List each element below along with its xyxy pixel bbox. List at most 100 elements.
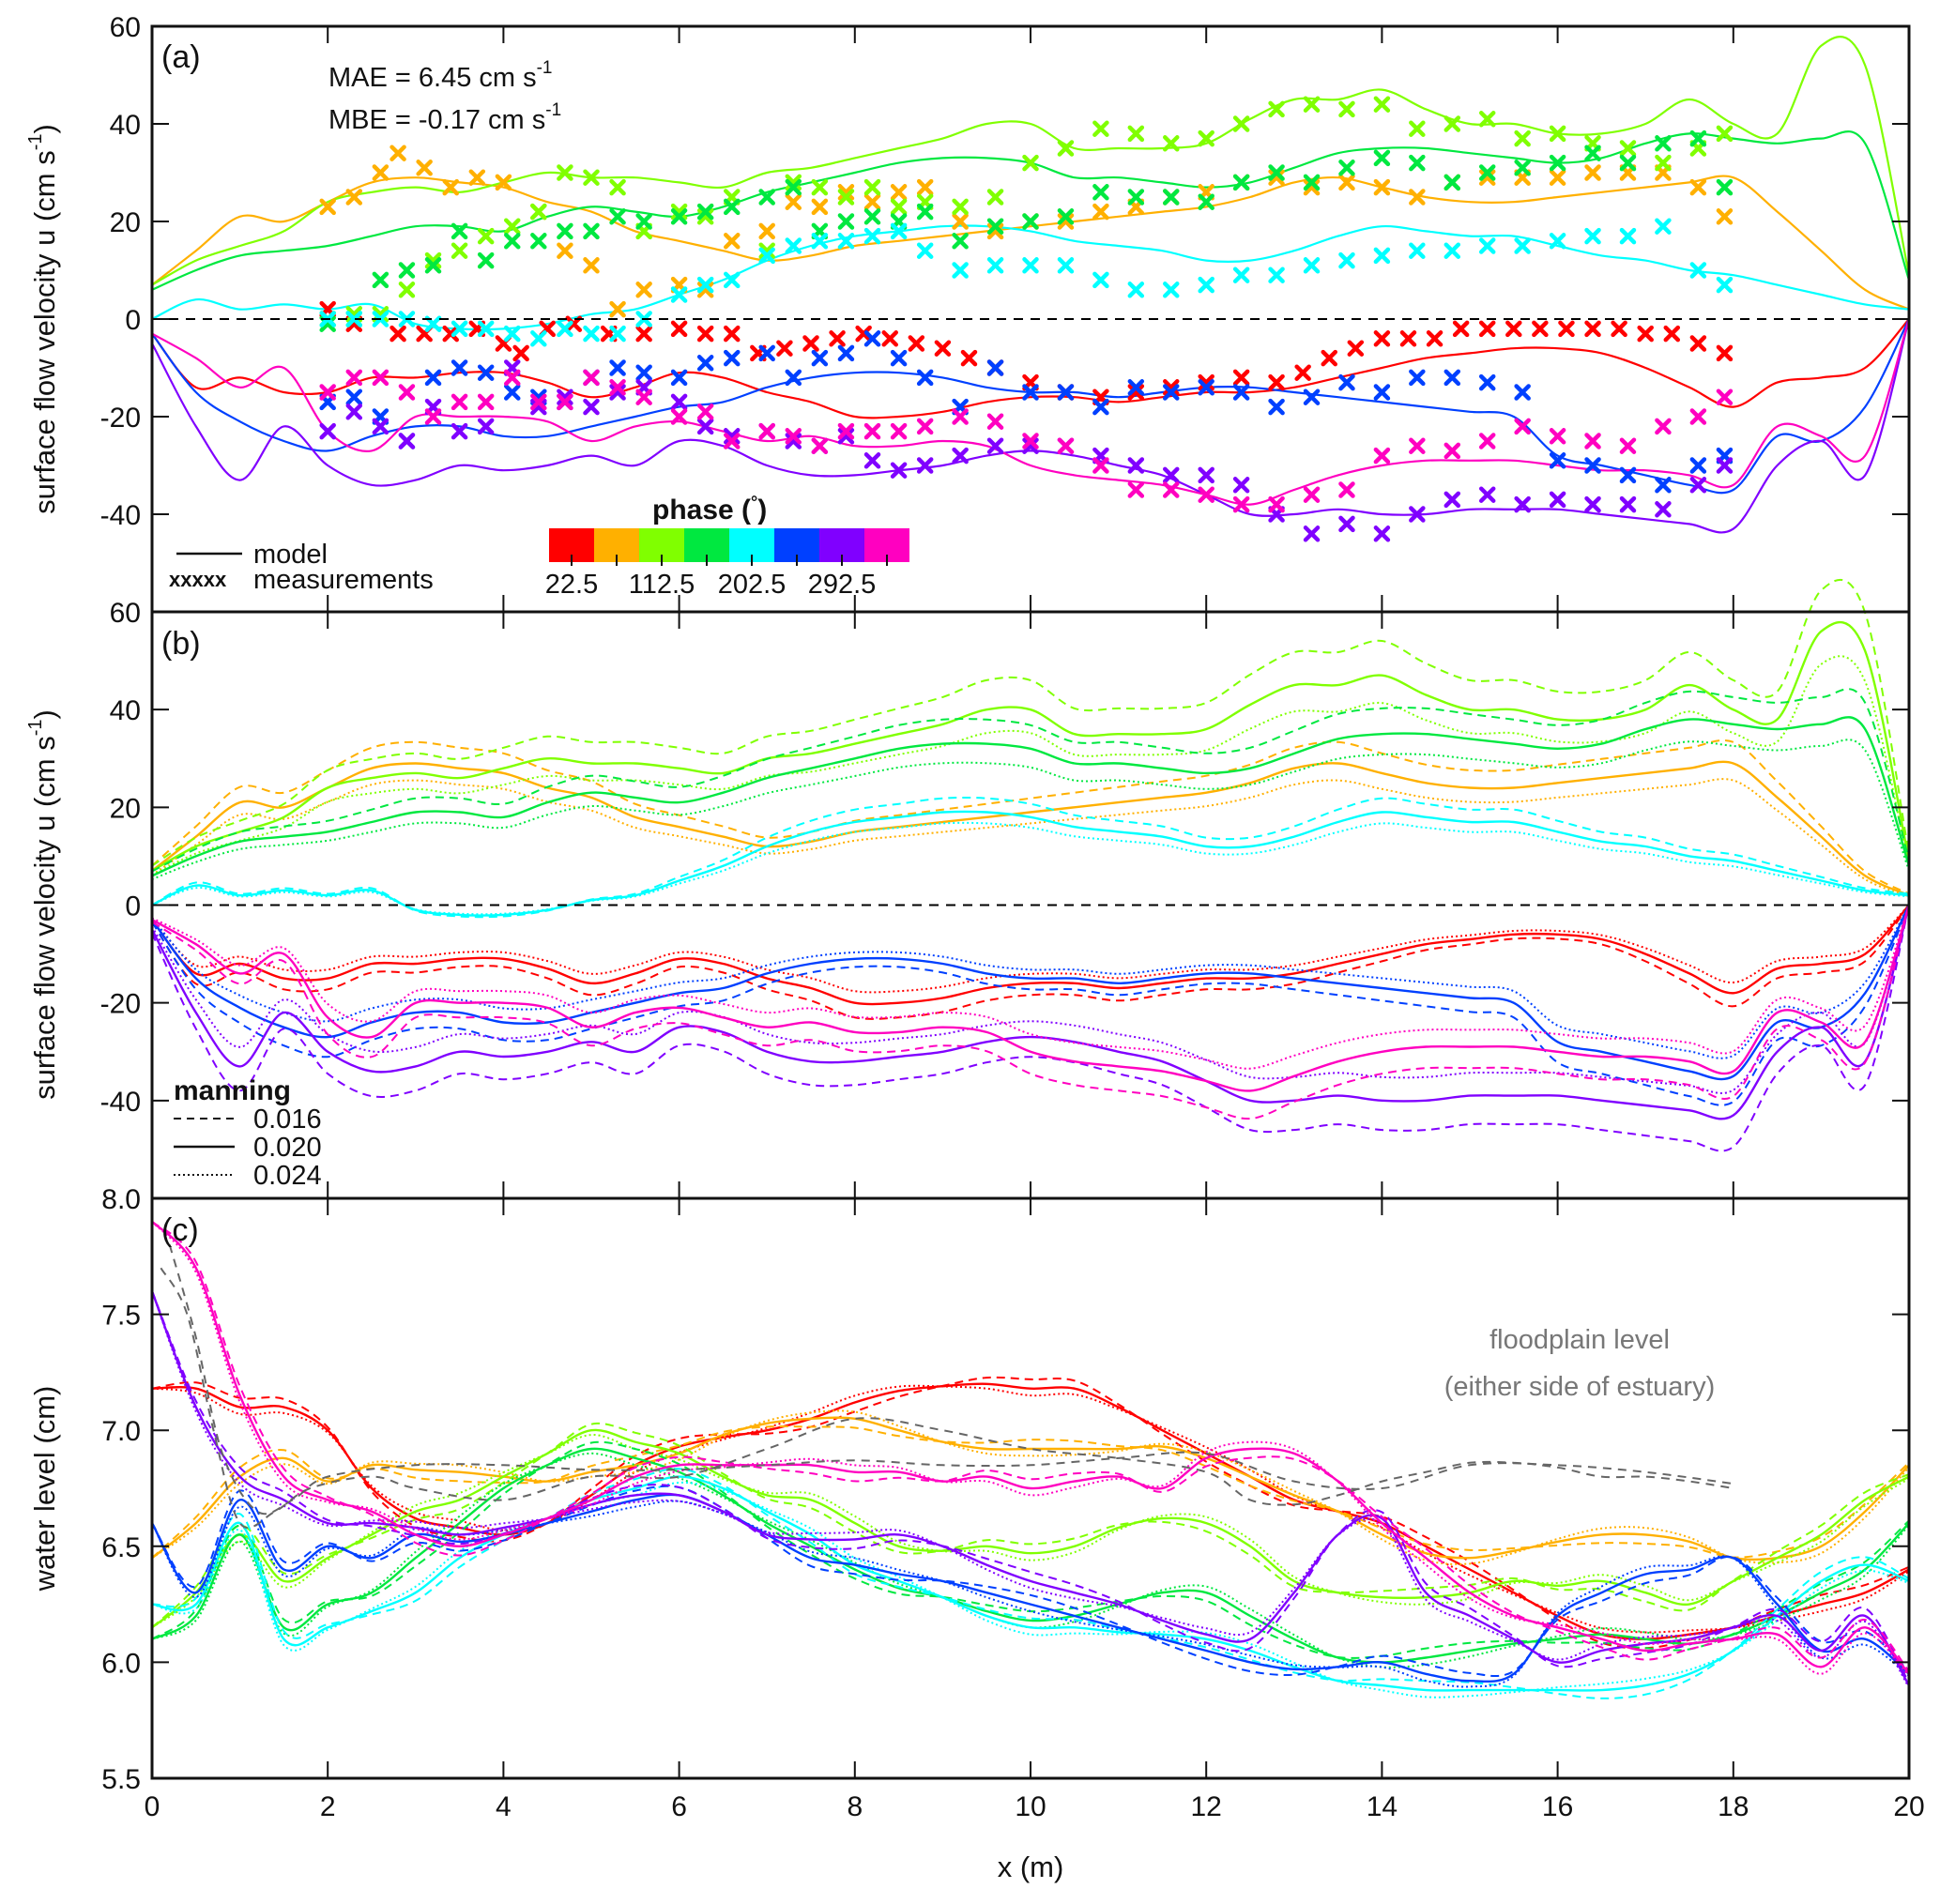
measurement-x-mark xyxy=(398,433,416,449)
measurement-x-mark xyxy=(1689,477,1707,494)
measurement-x-mark xyxy=(1716,457,1734,474)
measurement-point-phase-247.5 xyxy=(635,364,652,381)
x-tick-label: 20 xyxy=(1893,1791,1924,1822)
measurement-x-mark xyxy=(345,311,363,327)
measurement-point-phase-292.5 xyxy=(372,418,390,435)
measurement-x-mark xyxy=(504,369,521,387)
measurement-point-phase-337.5 xyxy=(1198,486,1214,503)
measurement-point-phase-67.5 xyxy=(1584,164,1601,181)
measurement-point-phase-157.5 xyxy=(785,178,802,196)
measurement-x-mark xyxy=(724,271,741,289)
measurement-point-phase-292.5 xyxy=(785,433,802,449)
measurement-point-phase-292.5 xyxy=(863,452,881,469)
measurement-x-mark xyxy=(1584,433,1601,449)
measurement-x-mark xyxy=(1444,242,1461,259)
panel-b-ylabel-sup: -1 xyxy=(25,719,46,736)
measurement-x-mark xyxy=(952,447,969,465)
measurement-x-mark xyxy=(696,276,714,294)
measurement-x-mark xyxy=(863,208,881,225)
measurement-point-phase-247.5 xyxy=(1478,373,1496,391)
measurement-x-mark xyxy=(1268,164,1285,181)
measurement-point-phase-112.5 xyxy=(1092,120,1109,137)
measurement-x-mark xyxy=(916,242,934,259)
manning-0.020-line-phase-157.5 xyxy=(151,716,1911,877)
measurement-x-mark xyxy=(1163,282,1180,298)
measurement-x-mark xyxy=(1057,208,1075,225)
measurement-x-mark xyxy=(1549,452,1566,469)
mae-sup: -1 xyxy=(537,58,553,78)
measurement-x-mark xyxy=(1373,149,1391,167)
measurement-x-mark xyxy=(1198,129,1214,147)
measurement-point-phase-202.5 xyxy=(1373,247,1391,265)
measurement-point-phase-157.5 xyxy=(952,233,969,250)
panel-c-water-level-lines xyxy=(150,1220,1911,1699)
measurement-point-phase-247.5 xyxy=(758,344,775,362)
measurement-point-phase-157.5 xyxy=(1549,154,1566,172)
panel-a-ylabel-sup: -1 xyxy=(25,133,46,150)
measurement-point-phase-112.5 xyxy=(863,178,881,196)
measurement-point-phase-22.5 xyxy=(855,325,872,343)
measurement-x-mark xyxy=(1505,320,1522,338)
colorbar-swatches xyxy=(549,528,909,566)
manning-0.016-line-phase-292.5 xyxy=(151,905,1910,1152)
measurement-point-phase-112.5 xyxy=(1716,125,1734,143)
measurement-point-phase-112.5 xyxy=(451,242,468,259)
water-level-0.016-phase-337.5 xyxy=(151,1220,1910,1672)
measurement-x-mark xyxy=(670,408,688,425)
measurement-point-phase-337.5 xyxy=(811,437,829,454)
measurement-x-mark xyxy=(1409,506,1426,523)
measurement-point-phase-157.5 xyxy=(1268,164,1285,181)
measurement-point-phase-112.5 xyxy=(696,208,714,225)
measurement-x-mark xyxy=(609,359,626,376)
measurement-x-mark xyxy=(1127,384,1145,401)
manning-0.016-line-phase-247.5 xyxy=(151,905,1910,1106)
measurement-point-phase-22.5 xyxy=(1637,325,1654,343)
measurement-point-phase-67.5 xyxy=(1689,178,1707,196)
measurement-x-mark xyxy=(1478,486,1496,503)
measurement-point-phase-202.5 xyxy=(1268,267,1285,283)
measurement-point-phase-112.5 xyxy=(424,251,442,269)
measurement-point-phase-202.5 xyxy=(504,325,521,343)
measurement-x-mark xyxy=(1619,140,1637,157)
measurement-x-mark xyxy=(345,404,363,420)
measurement-x-mark xyxy=(1689,457,1707,474)
measurement-point-phase-157.5 xyxy=(1514,160,1531,176)
measurement-point-phase-157.5 xyxy=(530,233,547,250)
measurement-point-phase-112.5 xyxy=(670,203,688,221)
measurement-x-mark xyxy=(785,369,802,387)
measurement-x-mark xyxy=(583,169,600,186)
measurement-point-phase-22.5 xyxy=(1505,320,1522,338)
measurement-point-phase-202.5 xyxy=(1584,227,1601,245)
legend-measurements-label: measurements xyxy=(253,565,434,595)
water-level-0.020-phase-67.5 xyxy=(151,1416,1910,1561)
measurement-point-phase-337.5 xyxy=(1268,495,1285,513)
x-tick-label: 16 xyxy=(1542,1791,1573,1822)
measurement-x-mark xyxy=(952,233,969,250)
measurement-x-mark xyxy=(609,208,626,225)
measurement-x-mark xyxy=(1514,129,1531,147)
measurement-point-phase-337.5 xyxy=(345,369,363,387)
measurement-point-phase-337.5 xyxy=(785,428,802,445)
measurement-point-phase-247.5 xyxy=(1619,466,1637,484)
measurement-x-mark xyxy=(1163,466,1180,484)
mae-annotation: MAE = 6.45 cm s-1 xyxy=(328,58,553,93)
water-level-0.020-phase-337.5 xyxy=(151,1220,1910,1675)
measurement-point-phase-67.5 xyxy=(319,198,336,216)
measurement-x-mark xyxy=(960,349,978,367)
measurement-point-phase-202.5 xyxy=(1716,276,1734,294)
measurement-x-mark xyxy=(776,340,793,357)
measurement-point-phase-292.5 xyxy=(1303,526,1321,542)
measurement-x-mark xyxy=(1057,384,1075,401)
measurement-x-mark xyxy=(1347,340,1365,357)
measurement-x-mark xyxy=(319,384,336,401)
measurement-point-phase-202.5 xyxy=(1338,251,1355,269)
measurement-x-mark xyxy=(372,369,390,387)
measurement-x-mark xyxy=(319,198,336,216)
measurement-x-mark xyxy=(837,344,855,362)
measurement-x-mark xyxy=(468,169,486,186)
measurement-x-mark xyxy=(1655,154,1672,172)
measurement-x-mark xyxy=(1268,267,1285,283)
measurement-point-phase-247.5 xyxy=(504,384,521,401)
measurement-point-phase-157.5 xyxy=(837,213,855,230)
measurement-point-phase-157.5 xyxy=(1303,174,1321,191)
